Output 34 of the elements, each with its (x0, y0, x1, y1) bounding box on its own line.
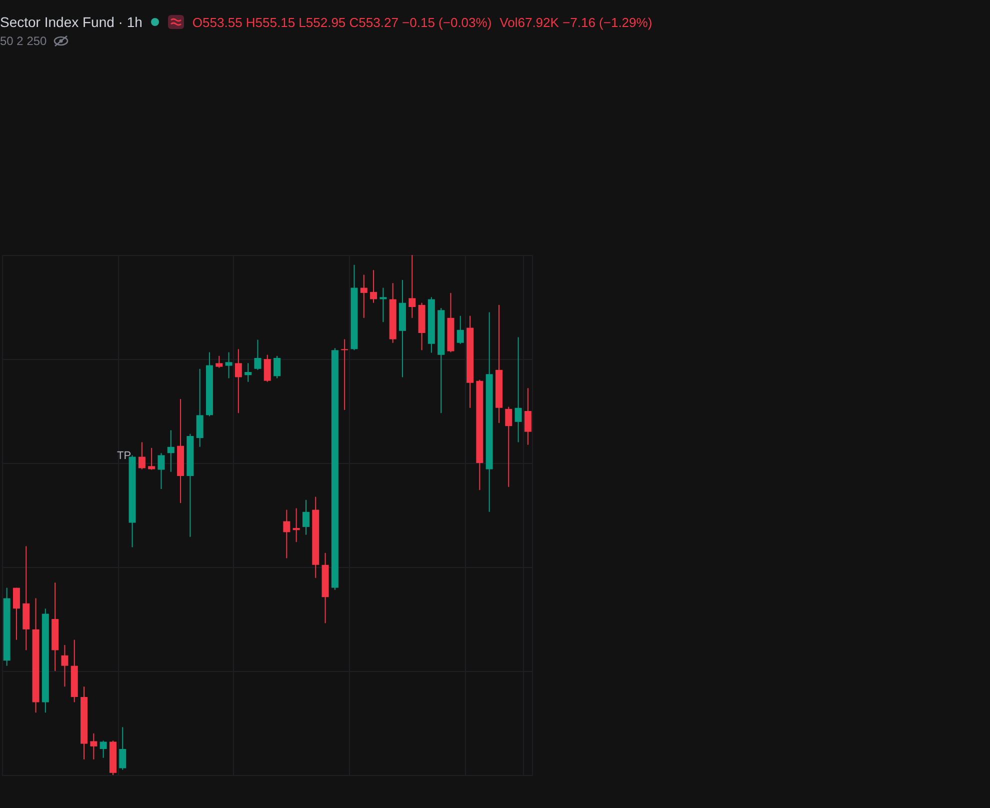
candlestick (90, 732, 98, 760)
candlestick (341, 338, 348, 410)
chart-title: Sector Index Fund · 1h (0, 14, 142, 30)
candlestick (225, 352, 232, 379)
candlestick (216, 355, 223, 368)
candlestick (119, 726, 126, 770)
candlestick (274, 355, 281, 379)
candlestick (12, 587, 20, 640)
candlestick (167, 430, 174, 472)
candlestick (292, 508, 300, 543)
candlestick (505, 406, 512, 488)
candlestick (302, 499, 310, 536)
candlestick (254, 339, 262, 370)
candlestick (264, 354, 271, 382)
text: Vol67.92K −7.16 (−1.29%) (500, 14, 652, 30)
candlestick (244, 362, 252, 382)
candlestick (158, 452, 165, 490)
candlestick (408, 254, 416, 318)
candlestick (138, 442, 146, 470)
candlestick (456, 315, 464, 344)
candlestick (148, 447, 156, 470)
candlestick (524, 388, 532, 446)
candlestick (61, 644, 68, 688)
candlestick (370, 270, 378, 304)
text: 50 2 250 (0, 34, 47, 48)
candlestick (514, 336, 522, 443)
candlestick (360, 274, 368, 318)
candlestick (100, 740, 107, 758)
text: O553.55 H555.15 L552.95 C553.27 −0.15 (−0.03%) (192, 14, 492, 30)
candlestick (234, 348, 242, 414)
candlestick (283, 509, 290, 559)
candlestick (380, 287, 387, 323)
annotation: TP (117, 450, 132, 462)
candlestick (196, 368, 204, 448)
